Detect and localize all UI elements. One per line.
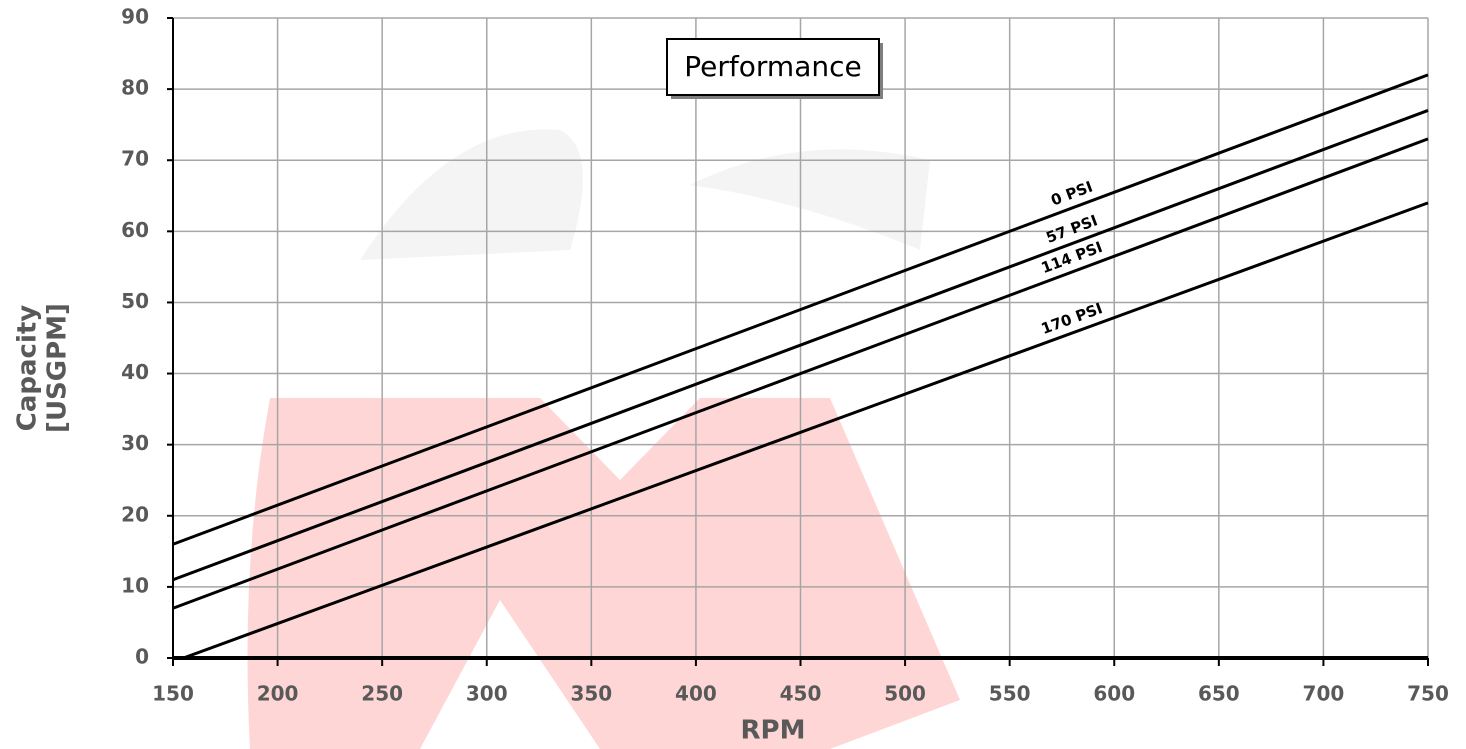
title-frame [666, 38, 880, 96]
y-tick-label: 0 [135, 645, 149, 669]
y-tick-label: 10 [121, 573, 149, 597]
x-tick-label: 200 [257, 682, 299, 706]
y-axis-label-line: [USGPM] [43, 303, 73, 433]
x-tick-label: 600 [1093, 682, 1135, 706]
x-tick-label: 750 [1407, 682, 1449, 706]
y-axis-label: Capacity [USGPM] [13, 303, 73, 433]
y-tick-label: 70 [121, 147, 149, 171]
series-line [172, 137, 1429, 610]
x-tick-label: 350 [570, 682, 612, 706]
series-line [172, 73, 1429, 546]
y-tick-label: 30 [121, 431, 149, 455]
y-tick-label: 50 [121, 289, 149, 313]
x-tick-label: 500 [884, 682, 926, 706]
x-axis-label: RPM [741, 716, 806, 746]
x-tick-label: 650 [1198, 682, 1240, 706]
series-label: 0 PSI [1049, 178, 1096, 210]
y-tick-label: 20 [121, 502, 149, 526]
y-tick-label: 60 [121, 218, 149, 242]
title-box: Performance [666, 38, 883, 99]
x-tick-label: 150 [152, 682, 194, 706]
watermark-shape [690, 149, 930, 250]
watermark-shape [360, 129, 583, 260]
x-tick-label: 250 [361, 682, 403, 706]
x-tick-label: 300 [466, 682, 508, 706]
y-tick-label: 80 [121, 76, 149, 100]
x-tick-label: 700 [1303, 682, 1345, 706]
y-axis-label-line: Capacity [13, 305, 43, 432]
x-tick-label: 450 [780, 682, 822, 706]
x-tick-label: 550 [989, 682, 1031, 706]
x-tick-label: 400 [675, 682, 717, 706]
y-tick-label: 90 [121, 5, 149, 29]
y-tick-label: 40 [121, 360, 149, 384]
series-line [182, 201, 1429, 660]
plot [172, 73, 1429, 660]
chart-title: Performance [684, 50, 861, 83]
series-line [172, 109, 1429, 582]
